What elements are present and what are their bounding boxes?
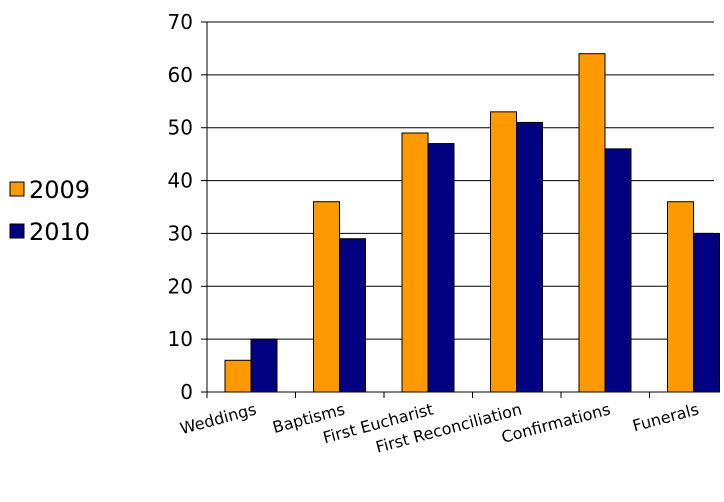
legend-swatch-2009 [9, 181, 25, 197]
bar-2009-first-reconciliation [490, 111, 517, 393]
y-tick-label-20: 20 [168, 274, 193, 298]
legend-label-2009: 2009 [29, 176, 90, 204]
bar-2009-funerals [667, 201, 694, 393]
y-tick-label-40: 40 [168, 169, 193, 193]
bar-2009-first-eucharist [401, 132, 429, 393]
axes [201, 21, 714, 398]
y-tick-label-0: 0 [180, 380, 193, 404]
y-tick-label-50: 50 [168, 116, 193, 140]
bar-2010-first-reconciliation [516, 121, 543, 393]
legend: 2009 2010 [9, 176, 90, 246]
y-tick-label-60: 60 [168, 63, 193, 87]
gridlines [207, 21, 714, 340]
x-category-label-0: Weddings [178, 400, 258, 439]
bar-2010-first-eucharist [427, 143, 455, 393]
bar-2009-baptisms [313, 201, 340, 393]
y-tick-labels: 0 10 20 30 40 50 60 70 [168, 10, 193, 404]
y-tick-label-10: 10 [168, 327, 193, 351]
bar-2010-weddings [250, 338, 278, 393]
bar-2010-baptisms [339, 238, 366, 393]
legend-label-2010: 2010 [29, 218, 90, 246]
y-tick-label-30: 30 [168, 221, 193, 245]
legend-swatch-2010 [9, 223, 25, 239]
bar-2010-funerals [693, 232, 720, 393]
bar-2010-confirmations [604, 148, 632, 393]
bar-2009-confirmations [578, 53, 606, 393]
bar-2009-weddings [224, 359, 252, 393]
y-tick-label-70: 70 [168, 10, 193, 34]
x-category-label-5: Funerals [631, 400, 701, 436]
bars [224, 53, 720, 393]
